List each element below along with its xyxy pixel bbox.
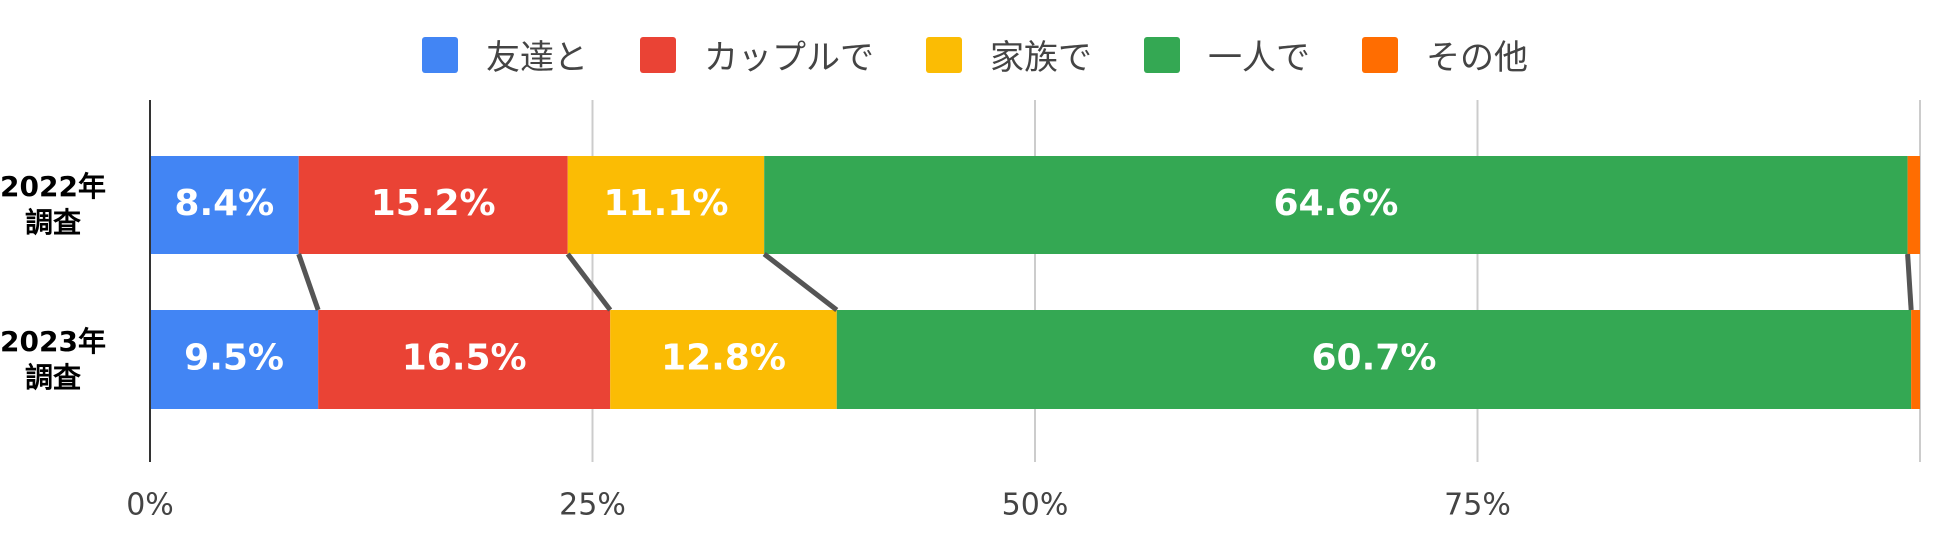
legend-item: 家族で bbox=[926, 30, 1092, 79]
legend-item: その他 bbox=[1362, 30, 1528, 79]
data-label: 11.1% bbox=[604, 183, 729, 224]
data-label: 16.5% bbox=[402, 338, 527, 379]
legend-swatch bbox=[1144, 36, 1180, 73]
legend-item: 一人で bbox=[1144, 30, 1310, 79]
data-label: 8.4% bbox=[174, 183, 274, 224]
legend-label: カップルで bbox=[704, 38, 874, 78]
bar-segment bbox=[150, 310, 319, 409]
connector-line bbox=[1905, 253, 1914, 311]
legend-item: カップルで bbox=[640, 30, 874, 79]
y-tick-label: 2022年 調査 bbox=[0, 170, 106, 239]
legend: 友達と カップルで 家族で 一人で その他 bbox=[0, 30, 1950, 79]
legend-swatch bbox=[1362, 36, 1398, 73]
bar-segment bbox=[764, 156, 1908, 254]
y-tick-label: 2023年 調査 bbox=[0, 324, 106, 394]
bar-segment bbox=[1907, 156, 1920, 254]
bar-segment bbox=[836, 310, 1912, 409]
bar-segment bbox=[150, 156, 299, 254]
data-label: 12.8% bbox=[661, 338, 786, 379]
data-label: 60.7% bbox=[1312, 338, 1437, 379]
bar-segment bbox=[318, 310, 611, 409]
legend-item: 友達と bbox=[422, 30, 588, 79]
data-label: 9.5% bbox=[184, 338, 284, 379]
connector-line bbox=[762, 252, 839, 312]
bar-segment bbox=[610, 310, 837, 409]
data-label: 15.2% bbox=[371, 183, 496, 224]
legend-label: 一人で bbox=[1208, 38, 1310, 78]
x-tick-label: 50% bbox=[1002, 488, 1069, 523]
bar-segment bbox=[298, 156, 568, 254]
connector-line bbox=[565, 252, 613, 312]
legend-swatch bbox=[422, 36, 458, 73]
x-tick-label: 75% bbox=[1444, 488, 1511, 523]
data-label: 64.6% bbox=[1273, 183, 1398, 224]
legend-label: その他 bbox=[1426, 38, 1528, 78]
connector-line bbox=[296, 253, 321, 311]
x-tick-label: 0% bbox=[126, 488, 174, 523]
x-tick-label: 25% bbox=[559, 488, 626, 523]
legend-swatch bbox=[640, 36, 676, 73]
legend-swatch bbox=[926, 36, 962, 73]
bar-segment bbox=[1911, 310, 1920, 409]
legend-label: 友達と bbox=[486, 38, 588, 78]
bar-segment bbox=[567, 156, 765, 254]
legend-label: 家族で bbox=[990, 38, 1092, 78]
